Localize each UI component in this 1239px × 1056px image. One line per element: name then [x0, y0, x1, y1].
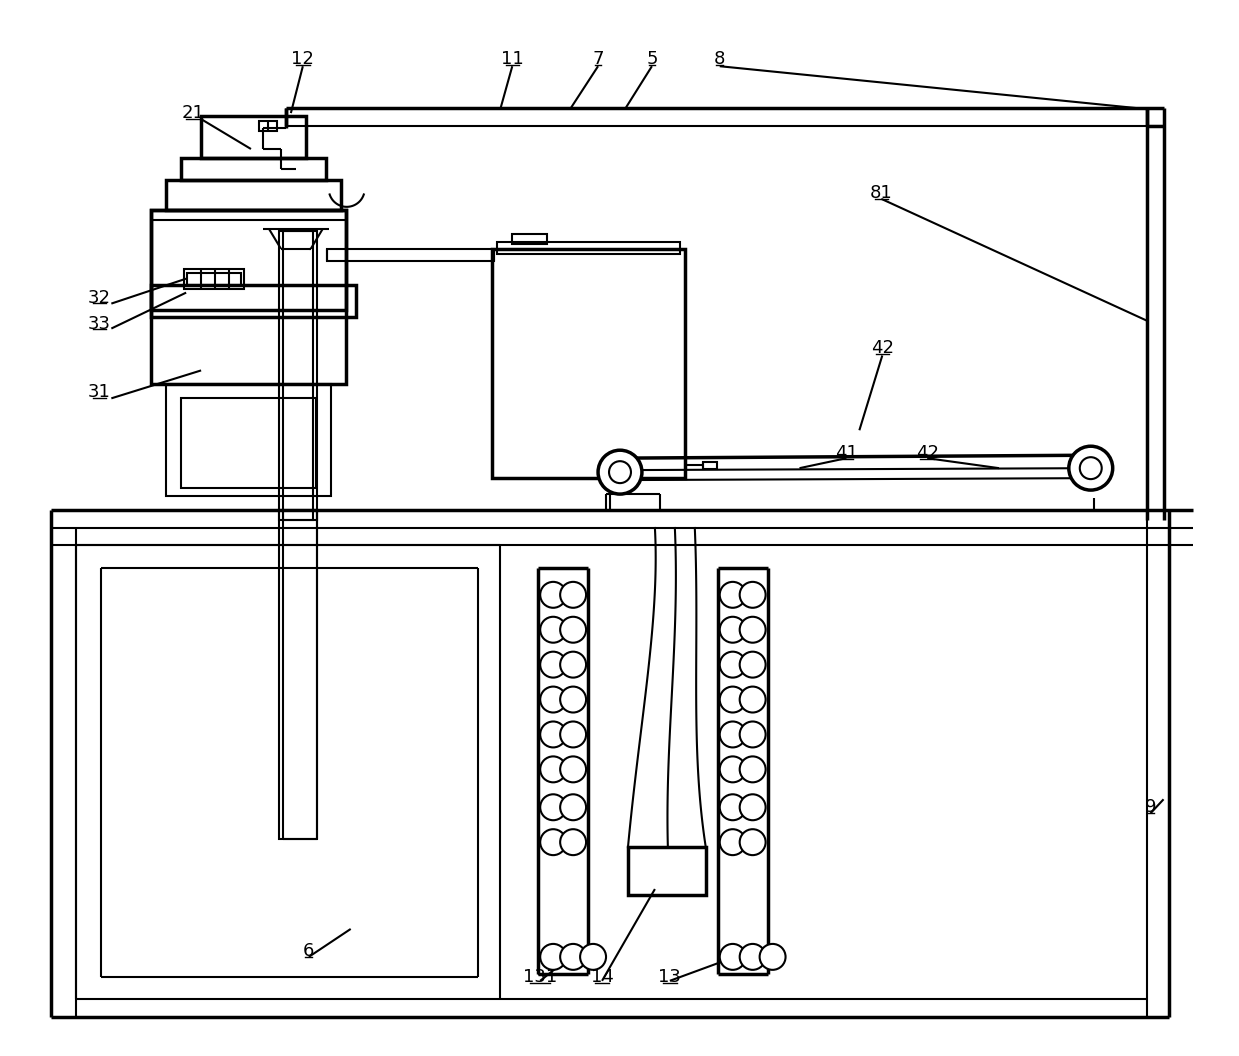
Text: 131: 131: [523, 967, 558, 986]
Text: 41: 41: [835, 445, 857, 463]
Circle shape: [560, 652, 586, 678]
Text: 12: 12: [291, 51, 315, 69]
Text: 42: 42: [871, 339, 893, 358]
Bar: [492, 249, 685, 478]
Bar: [181, 398, 316, 488]
Bar: [185, 268, 244, 288]
Bar: [151, 285, 356, 317]
Text: 81: 81: [870, 184, 892, 202]
Text: 14: 14: [591, 967, 613, 986]
Bar: [497, 242, 680, 253]
Circle shape: [540, 944, 566, 969]
Circle shape: [740, 756, 766, 782]
Circle shape: [740, 617, 766, 643]
Bar: [201, 116, 306, 158]
Circle shape: [598, 450, 642, 494]
Bar: [327, 249, 494, 261]
Circle shape: [540, 652, 566, 678]
Circle shape: [560, 944, 586, 969]
Circle shape: [740, 721, 766, 748]
Circle shape: [560, 721, 586, 748]
Circle shape: [720, 756, 746, 782]
Bar: [259, 121, 276, 131]
Circle shape: [1079, 457, 1101, 479]
Circle shape: [580, 944, 606, 969]
Circle shape: [720, 721, 746, 748]
Bar: [181, 158, 326, 180]
Circle shape: [560, 829, 586, 855]
Text: 9: 9: [1145, 798, 1156, 816]
Circle shape: [560, 617, 586, 643]
Circle shape: [560, 686, 586, 713]
Text: 7: 7: [592, 51, 603, 69]
Circle shape: [540, 756, 566, 782]
Text: 21: 21: [182, 105, 204, 122]
Text: 6: 6: [304, 942, 315, 960]
Circle shape: [560, 794, 586, 821]
Text: 31: 31: [88, 383, 110, 401]
Circle shape: [720, 829, 746, 855]
Text: 32: 32: [88, 288, 110, 306]
Bar: [166, 180, 341, 210]
Text: 11: 11: [501, 51, 524, 69]
Circle shape: [740, 582, 766, 608]
Bar: [187, 272, 242, 285]
Text: 33: 33: [88, 315, 110, 333]
Circle shape: [740, 829, 766, 855]
Circle shape: [720, 617, 746, 643]
Circle shape: [540, 794, 566, 821]
Circle shape: [720, 944, 746, 969]
Bar: [279, 510, 317, 840]
Circle shape: [540, 582, 566, 608]
Circle shape: [720, 652, 746, 678]
Circle shape: [540, 617, 566, 643]
Text: 8: 8: [714, 51, 725, 69]
Circle shape: [560, 756, 586, 782]
Bar: [703, 463, 716, 469]
Circle shape: [720, 794, 746, 821]
Circle shape: [560, 582, 586, 608]
Bar: [282, 231, 312, 520]
Circle shape: [740, 944, 766, 969]
Circle shape: [540, 829, 566, 855]
Text: 42: 42: [916, 445, 939, 463]
Bar: [166, 384, 331, 496]
Circle shape: [720, 582, 746, 608]
Circle shape: [740, 794, 766, 821]
Circle shape: [720, 686, 746, 713]
Circle shape: [740, 686, 766, 713]
Text: 13: 13: [658, 967, 681, 986]
Circle shape: [540, 721, 566, 748]
Bar: [151, 210, 346, 384]
Bar: [279, 231, 317, 520]
Circle shape: [760, 944, 786, 969]
Circle shape: [740, 652, 766, 678]
Text: 5: 5: [647, 51, 658, 69]
Bar: [512, 233, 548, 244]
Bar: [151, 210, 346, 309]
Circle shape: [540, 686, 566, 713]
Circle shape: [1069, 447, 1113, 490]
Bar: [628, 847, 706, 895]
Circle shape: [610, 461, 631, 483]
